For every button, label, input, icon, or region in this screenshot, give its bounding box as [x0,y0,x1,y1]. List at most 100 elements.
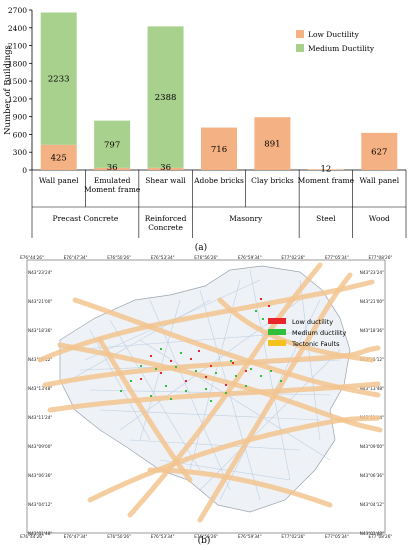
data-label: 797 [104,140,120,150]
group-label: Concrete [148,223,183,232]
medium-ductility-building [150,395,152,397]
map-left-tick: N43°13'48" [28,386,52,391]
category-label: Adobe bricks [193,176,244,185]
bar-medium-ductility [40,12,77,145]
bar-low-ductility [94,167,131,170]
low-ductility-building [160,372,162,374]
bar-low-ductility [361,132,398,170]
low-ductility-building [198,350,200,352]
fault-band [42,345,381,388]
map-legend-swatch [268,340,286,346]
medium-ductility-building [130,380,132,382]
medium-ductility-building [160,348,162,350]
map-top-tick: E77°02'26" [281,255,305,260]
map-right-tick: N43°09'00" [360,444,384,449]
y-tick-label: 1200 [8,95,27,104]
medium-ductility-building [205,388,207,390]
low-ductility-building [190,358,192,360]
fault-band [127,262,323,518]
data-label: 2388 [155,93,177,103]
bar-medium-ductility [94,120,131,168]
medium-ductility-building [262,318,264,320]
low-ductility-building [150,355,152,357]
medium-ductility-building [250,368,252,370]
y-tick-label: 900 [13,113,28,122]
map-bottom-tick: E77°05'34" [325,534,349,539]
data-label: 36 [160,163,171,173]
y-tick-label: 1500 [8,77,27,86]
map-left-tick: N43°18'36" [28,328,52,333]
map-left-tick: N43°04'12" [28,502,52,507]
map-bottom-tick: E77°02'26" [281,534,305,539]
y-tick-label: 300 [13,148,28,157]
map-left-tick: N43°01'48" [28,531,52,536]
medium-ductility-building [225,392,227,394]
fault-band [147,467,333,508]
map-bottom-tick: E77°08'26" [368,534,392,539]
medium-ductility-building [140,365,142,367]
low-ductility-building [232,362,234,364]
low-ductility-building [185,380,187,382]
medium-ductility-building [165,385,167,387]
legend-swatch [296,30,304,38]
group-label: Masonry [229,214,263,223]
map-right-tick: N43°06'36" [360,473,384,478]
medium-ductility-building [245,385,247,387]
map-bottom-tick: E76°47'34" [64,534,88,539]
map-top-tick: E76°53'34" [151,255,175,260]
map-right-tick: N43°18'36" [360,328,384,333]
medium-ductility-building [215,372,217,374]
road [199,349,341,491]
data-label: 36 [107,163,118,173]
medium-ductility-building [210,400,212,402]
y-tick-label: 1800 [8,59,27,68]
data-label: 12 [320,164,331,174]
legend-label: Medium Ductility [308,44,375,53]
map-left-tick: N43°21'00" [28,299,52,304]
caption-a: (a) [194,243,208,253]
map-legend-swatch [268,318,286,324]
road [69,329,331,351]
map-left-tick: N43°09'00" [28,444,52,449]
map-bottom-tick: E76°56'26" [194,534,218,539]
category-label: Wall panel [359,176,399,185]
group-label: Reinforced [145,214,187,223]
y-tick-label: 600 [13,130,28,139]
medium-ductility-building [155,368,157,370]
map-top-tick: E76°56'26" [194,255,218,260]
road [109,319,201,471]
y-axis-title: Number of Buildings [3,45,13,135]
map-top-tick: E76°47'34" [64,255,88,260]
medium-ductility-building [120,390,122,392]
low-ductility-building [210,365,212,367]
map-bottom-tick: E76°50'26" [107,534,131,539]
fault-band [37,279,375,363]
medium-ductility-building [280,380,282,382]
fault-band [57,342,383,433]
data-label: 891 [264,140,280,150]
map-right-tick: N43°04'12" [360,502,384,507]
group-label: Precast Concrete [53,214,119,223]
bar-low-ductility [147,167,184,170]
map-legend-label: Low ductility [292,318,333,326]
map-right-tick: N43°21'00" [360,299,384,304]
map-right-tick: N43°23'24" [360,270,384,275]
fault-band [72,297,381,398]
low-ductility-building [245,370,247,372]
low-ductility-building [140,378,142,380]
map-top-tick: E76°50'26" [107,255,131,260]
category-label: Moment frame [84,185,141,194]
bar-low-ductility [254,117,291,170]
map-right-tick: N43°13'48" [360,386,384,391]
map-top-tick: E77°05'34" [325,255,349,260]
medium-ductility-building [180,352,182,354]
medium-ductility-building [235,375,237,377]
map-bottom-tick: E76°59'34" [238,534,262,539]
data-label: 425 [51,153,67,163]
building-bar-chart: 0 300 600 900 1200 1500 1800 2100 2400 2700 Number… [3,6,407,238]
data-label: 716 [211,145,227,155]
category-label: Shear wall [145,176,186,185]
data-label: 627 [371,147,387,157]
category-label: Moment frame [298,176,355,185]
